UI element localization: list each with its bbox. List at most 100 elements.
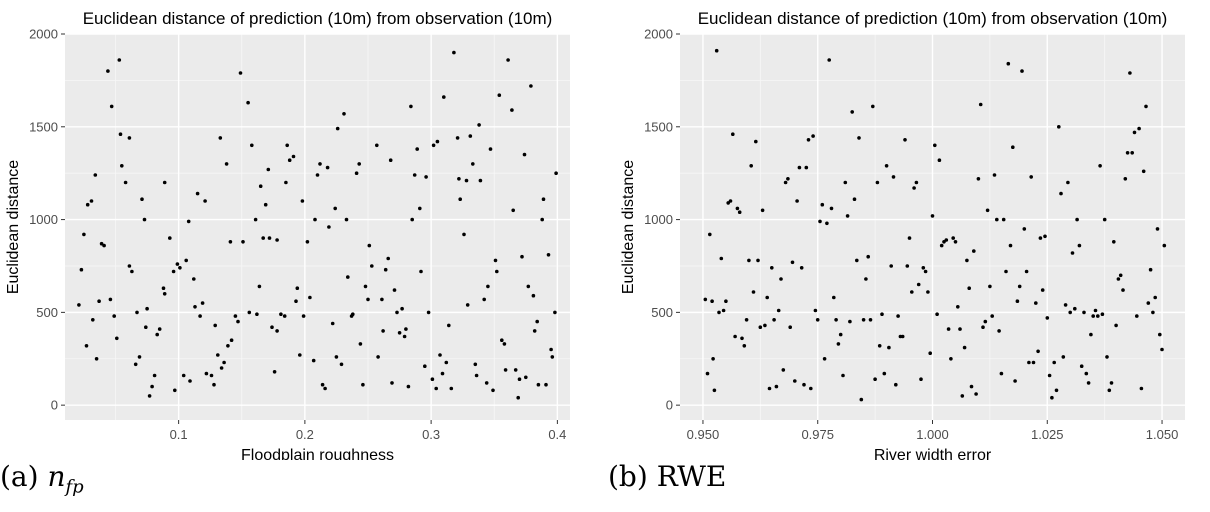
data-point	[546, 253, 551, 257]
data-point	[430, 377, 435, 382]
data-point	[763, 323, 767, 328]
data-point	[444, 360, 449, 365]
data-point	[1116, 277, 1121, 281]
data-point	[770, 266, 774, 270]
y-tick-label: 1500	[29, 119, 58, 134]
data-point	[967, 286, 971, 291]
data-point	[419, 269, 423, 274]
data-point	[877, 344, 882, 348]
data-point	[358, 342, 363, 346]
data-point	[1052, 360, 1056, 365]
data-point	[935, 312, 939, 317]
data-point	[376, 355, 380, 359]
data-point	[291, 154, 296, 159]
data-point	[295, 286, 300, 291]
data-point	[229, 338, 234, 343]
data-point	[797, 165, 802, 170]
data-point	[985, 208, 990, 213]
scatter-chart-b: Euclidean distance of prediction (10m) f…	[620, 9, 1185, 460]
data-point	[442, 95, 446, 99]
data-point	[544, 382, 548, 387]
data-point	[786, 177, 790, 181]
data-point	[294, 299, 298, 304]
data-point	[495, 269, 499, 274]
data-point	[1112, 240, 1116, 244]
data-point	[383, 267, 388, 272]
data-point	[342, 112, 346, 116]
data-point	[178, 266, 182, 270]
data-point	[843, 180, 848, 185]
data-point	[1029, 175, 1033, 179]
data-point	[1066, 180, 1070, 185]
data-point	[1091, 314, 1095, 318]
data-point	[282, 314, 287, 318]
data-point	[820, 202, 825, 207]
data-point	[173, 388, 177, 393]
data-point	[284, 180, 288, 185]
data-point	[434, 386, 439, 391]
data-point	[257, 284, 262, 289]
data-point	[258, 184, 263, 188]
data-point	[267, 236, 272, 240]
data-point	[910, 290, 914, 294]
data-point	[880, 312, 884, 317]
data-point	[1054, 388, 1059, 393]
data-point	[186, 219, 191, 224]
data-point	[710, 299, 714, 304]
data-point	[1034, 301, 1038, 305]
data-point	[894, 382, 898, 387]
data-point	[756, 258, 760, 263]
data-point	[171, 269, 176, 274]
panel-b: Euclidean distance of prediction (10m) f…	[600, 0, 1200, 512]
data-point	[992, 173, 997, 177]
x-axis-label: River width error	[874, 447, 992, 460]
data-point	[1079, 364, 1084, 369]
data-point	[1162, 243, 1167, 248]
caption-a-label: (a)	[0, 460, 39, 493]
data-point	[905, 264, 910, 268]
data-point	[838, 332, 843, 337]
data-point	[1144, 104, 1148, 109]
data-point	[926, 290, 930, 294]
data-point	[130, 269, 134, 274]
data-point	[388, 158, 393, 162]
data-point	[956, 305, 960, 309]
data-point	[305, 240, 310, 244]
data-point	[719, 256, 724, 261]
data-point	[346, 275, 350, 279]
data-point	[400, 306, 404, 311]
data-point	[731, 132, 735, 136]
data-point	[335, 126, 340, 131]
data-point	[711, 357, 715, 361]
data-point	[1068, 310, 1072, 315]
data-point	[983, 319, 988, 324]
data-point	[793, 379, 797, 383]
data-point	[767, 386, 772, 391]
data-point	[944, 238, 949, 242]
data-point	[855, 258, 859, 263]
data-point	[198, 314, 202, 318]
data-point	[357, 162, 362, 166]
data-point	[491, 388, 495, 393]
data-point	[933, 143, 937, 148]
data-point	[721, 308, 726, 313]
data-point	[928, 351, 932, 356]
data-point	[89, 199, 94, 203]
data-point	[1017, 284, 1022, 289]
data-point	[857, 136, 861, 140]
data-point	[150, 384, 154, 389]
data-point	[79, 267, 84, 272]
data-point	[864, 277, 868, 281]
x-tick-label: 0.4	[548, 427, 566, 442]
data-point	[334, 355, 339, 359]
data-point	[333, 206, 338, 211]
data-point	[431, 143, 436, 148]
data-point	[477, 123, 481, 127]
data-point	[375, 143, 379, 148]
data-point	[930, 214, 935, 218]
data-point	[520, 254, 524, 259]
data-point	[742, 344, 747, 348]
data-point	[829, 206, 834, 211]
data-point	[1020, 69, 1024, 73]
data-point	[474, 373, 479, 378]
